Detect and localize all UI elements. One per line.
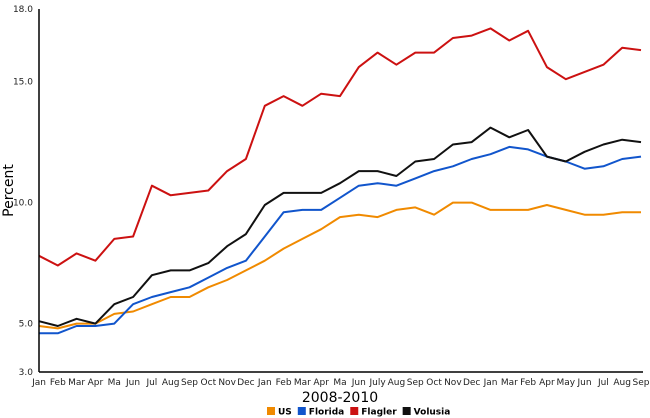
y-tick-label: 3.0 xyxy=(19,368,34,378)
x-tick-label: Apr xyxy=(88,378,104,388)
x-tick-label: Feb xyxy=(520,378,536,388)
x-tick-label: Jan xyxy=(257,378,272,388)
x-tick-label: May xyxy=(556,378,575,388)
x-tick-label: Dec xyxy=(463,378,480,388)
legend-swatch-flagler xyxy=(350,407,359,415)
x-tick-label: Mar xyxy=(501,378,518,388)
legend-label-florida: Florida xyxy=(309,408,344,418)
x-tick-label: Jun xyxy=(577,378,592,388)
x-tick-label: Feb xyxy=(276,378,292,388)
x-tick-label: Jan xyxy=(31,378,46,388)
x-tick-label: Apr xyxy=(313,378,329,388)
legend-swatch-us xyxy=(267,407,275,415)
series-line-us xyxy=(38,201,641,330)
x-tick-label: Sep xyxy=(407,378,424,388)
x-tick-label: Jul xyxy=(597,378,609,388)
x-tick-label: Feb xyxy=(50,378,66,388)
x-tick-label: Oct xyxy=(201,378,217,388)
x-tick-label: Sep xyxy=(181,378,198,388)
x-tick-label: Oct xyxy=(426,378,442,388)
y-tick-labels: 18.0 15.0 10.0 5.0 3.0 xyxy=(13,5,33,378)
legend-label-volusia: Volusia xyxy=(414,408,451,418)
x-tick-label: Aug xyxy=(613,378,631,388)
x-tick-label: Jan xyxy=(483,378,498,388)
x-tick-label: Nov xyxy=(444,378,462,388)
y-tick-label: 5.0 xyxy=(19,320,34,330)
legend-label-flagler: Flagler xyxy=(361,408,397,418)
x-tick-labels: Jan Feb Mar Apr Ma Jun Jul Aug Sep Oct Nov Dec Jan Fe… xyxy=(31,378,650,388)
y-axis-title: Percent xyxy=(1,164,17,217)
x-tick-label: Dec xyxy=(237,378,254,388)
legend-swatch-volusia xyxy=(402,407,411,415)
series-line-volusia xyxy=(38,126,642,327)
x-tick-label: Jun xyxy=(125,378,140,388)
x-tick-label: Apr xyxy=(539,378,555,388)
chart-legend: US Florida Flagler Volusia xyxy=(267,407,450,418)
x-tick-label: Jul xyxy=(145,378,157,388)
chart-axes xyxy=(38,9,643,373)
x-tick-label: Aug xyxy=(162,378,180,388)
y-tick-label: 18.0 xyxy=(13,5,33,15)
legend-label-us: US xyxy=(278,408,292,418)
x-axis-title: 2008-2010 xyxy=(302,390,378,406)
series-line-flagler xyxy=(38,27,642,267)
x-tick-label: Aug xyxy=(388,378,406,388)
x-tick-label: July xyxy=(369,378,387,388)
y-tick-label: 15.0 xyxy=(13,78,33,88)
x-tick-label: Mar xyxy=(68,378,85,388)
x-tick-label: Ma xyxy=(108,378,121,388)
x-tick-label: Sep xyxy=(633,378,650,388)
x-tick-label: Nov xyxy=(218,378,236,388)
chart-lines xyxy=(38,27,642,335)
series-line-florida xyxy=(39,145,642,335)
x-tick-label: Jun xyxy=(351,378,366,388)
x-tick-label: Mar xyxy=(294,378,311,388)
y-tick-label: 10.0 xyxy=(13,199,33,209)
legend-swatch-florida xyxy=(297,407,306,415)
x-tick-label: Ma xyxy=(333,378,346,388)
